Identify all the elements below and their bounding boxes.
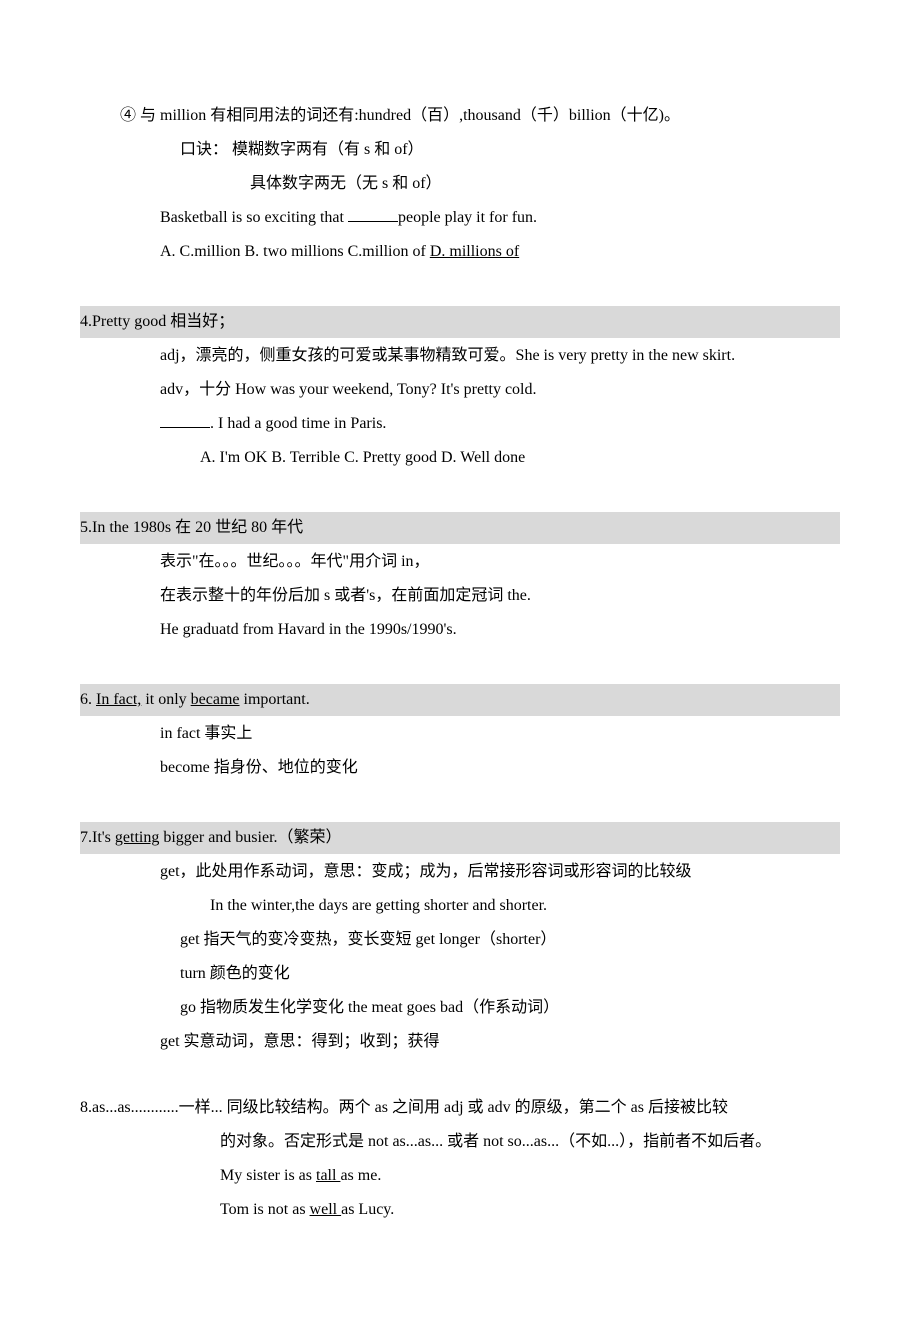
s6-mid: it only [141, 691, 190, 708]
s7-underline: getting [115, 829, 159, 846]
section-4-header: 4.Pretty good 相当好； [80, 306, 840, 338]
s6-underline1: In fact, [96, 691, 141, 708]
s7-line1: get，此处用作系动词，意思：变成；成为，后常接形容词或形容词的比较级 [80, 856, 840, 888]
blank-s4 [160, 412, 210, 428]
answer-d: D. millions of [430, 243, 519, 260]
options-line: A. C.million B. two millions C.million o… [80, 236, 840, 268]
s7-end: bigger and busier.（繁荣） [159, 829, 341, 846]
example-pre: Basketball is so exciting that [160, 209, 348, 226]
blank-fill [348, 206, 398, 222]
s4-line1: adj，漂亮的，侧重女孩的可爱或某事物精致可爱。She is very pret… [80, 340, 840, 372]
s8-l2-pre: My sister is as [220, 1167, 316, 1184]
s8-l3-pre: Tom is not as [220, 1201, 310, 1218]
s6-line1: in fact 事实上 [80, 718, 840, 750]
s7-pre: 7.It's [80, 829, 115, 846]
section-5-header: 5.In the 1980s 在 20 世纪 80 年代 [80, 512, 840, 544]
rule-2: 具体数字两无（无 s 和 of） [80, 168, 840, 200]
rule-1: 口诀： 模糊数字两有（有 s 和 of） [80, 134, 840, 166]
s7-line4: turn 颜色的变化 [80, 958, 840, 990]
example-end: people play it for fun. [398, 209, 537, 226]
s8-tall: tall [316, 1167, 340, 1184]
s8-l3-end: as Lucy. [341, 1201, 394, 1218]
section-7-header: 7.It's getting bigger and busier.（繁荣） [80, 822, 840, 854]
s8-line1: 的对象。否定形式是 not as...as... 或者 not so...as.… [80, 1126, 840, 1158]
s4-line2: adv，十分 How was your weekend, Tony? It's … [80, 374, 840, 406]
s4-line3: . I had a good time in Paris. [80, 408, 840, 440]
s6-pre: 6. [80, 691, 96, 708]
s7-line3: get 指天气的变冷变热，变长变短 get longer（shorter） [80, 924, 840, 956]
options-abc: A. C.million B. two millions C.million o… [160, 243, 430, 260]
s5-line2: 在表示整十的年份后加 s 或者's，在前面加定冠词 the. [80, 580, 840, 612]
point-4: ④ 与 million 有相同用法的词还有:hundred（百）,thousan… [80, 100, 840, 132]
s7-line6: get 实意动词，意思：得到；收到；获得 [80, 1026, 840, 1058]
s5-line3: He graduatd from Havard in the 1990s/199… [80, 614, 840, 646]
s8-well: well [310, 1201, 342, 1218]
s8-line2: My sister is as tall as me. [80, 1160, 840, 1192]
s6-line2: become 指身份、地位的变化 [80, 752, 840, 784]
example-sentence: Basketball is so exciting that people pl… [80, 202, 840, 234]
s4-options: A. I'm OK B. Terrible C. Pretty good D. … [80, 442, 840, 474]
s5-line1: 表示"在。。。世纪。。。年代"用介词 in， [80, 546, 840, 578]
s4-line3-text: . I had a good time in Paris. [210, 415, 386, 432]
s7-line2: In the winter,the days are getting short… [80, 890, 840, 922]
s8-line3: Tom is not as well as Lucy. [80, 1194, 840, 1226]
s8-l2-end: as me. [340, 1167, 381, 1184]
section-6-header: 6. In fact, it only became important. [80, 684, 840, 716]
s6-underline2: became [191, 691, 240, 708]
section-8-header: 8.as...as............一样... 同级比较结构。两个 as … [80, 1092, 840, 1124]
s6-end: important. [240, 691, 310, 708]
s7-line5: go 指物质发生化学变化 the meat goes bad（作系动词） [80, 992, 840, 1024]
